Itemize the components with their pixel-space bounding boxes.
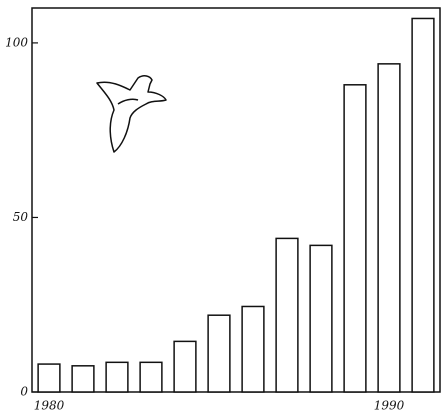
y-tick-label: 100	[5, 35, 28, 49]
y-tick-label: 50	[13, 210, 29, 224]
bird-drawing	[96, 75, 167, 153]
bar	[241, 305, 265, 393]
bar	[105, 361, 129, 393]
bar	[37, 363, 61, 393]
bar	[343, 84, 367, 393]
bar	[377, 63, 401, 393]
x-tick-label: 1980	[34, 399, 65, 413]
bar	[71, 365, 95, 393]
bar	[411, 17, 435, 393]
x-tick-label: 1990	[374, 399, 405, 413]
bar	[275, 237, 299, 393]
bar	[207, 314, 231, 393]
y-tick-label: 0	[20, 385, 28, 399]
plot-frame	[31, 7, 441, 393]
bar	[139, 361, 163, 393]
bar	[173, 340, 197, 393]
bar	[309, 244, 333, 393]
